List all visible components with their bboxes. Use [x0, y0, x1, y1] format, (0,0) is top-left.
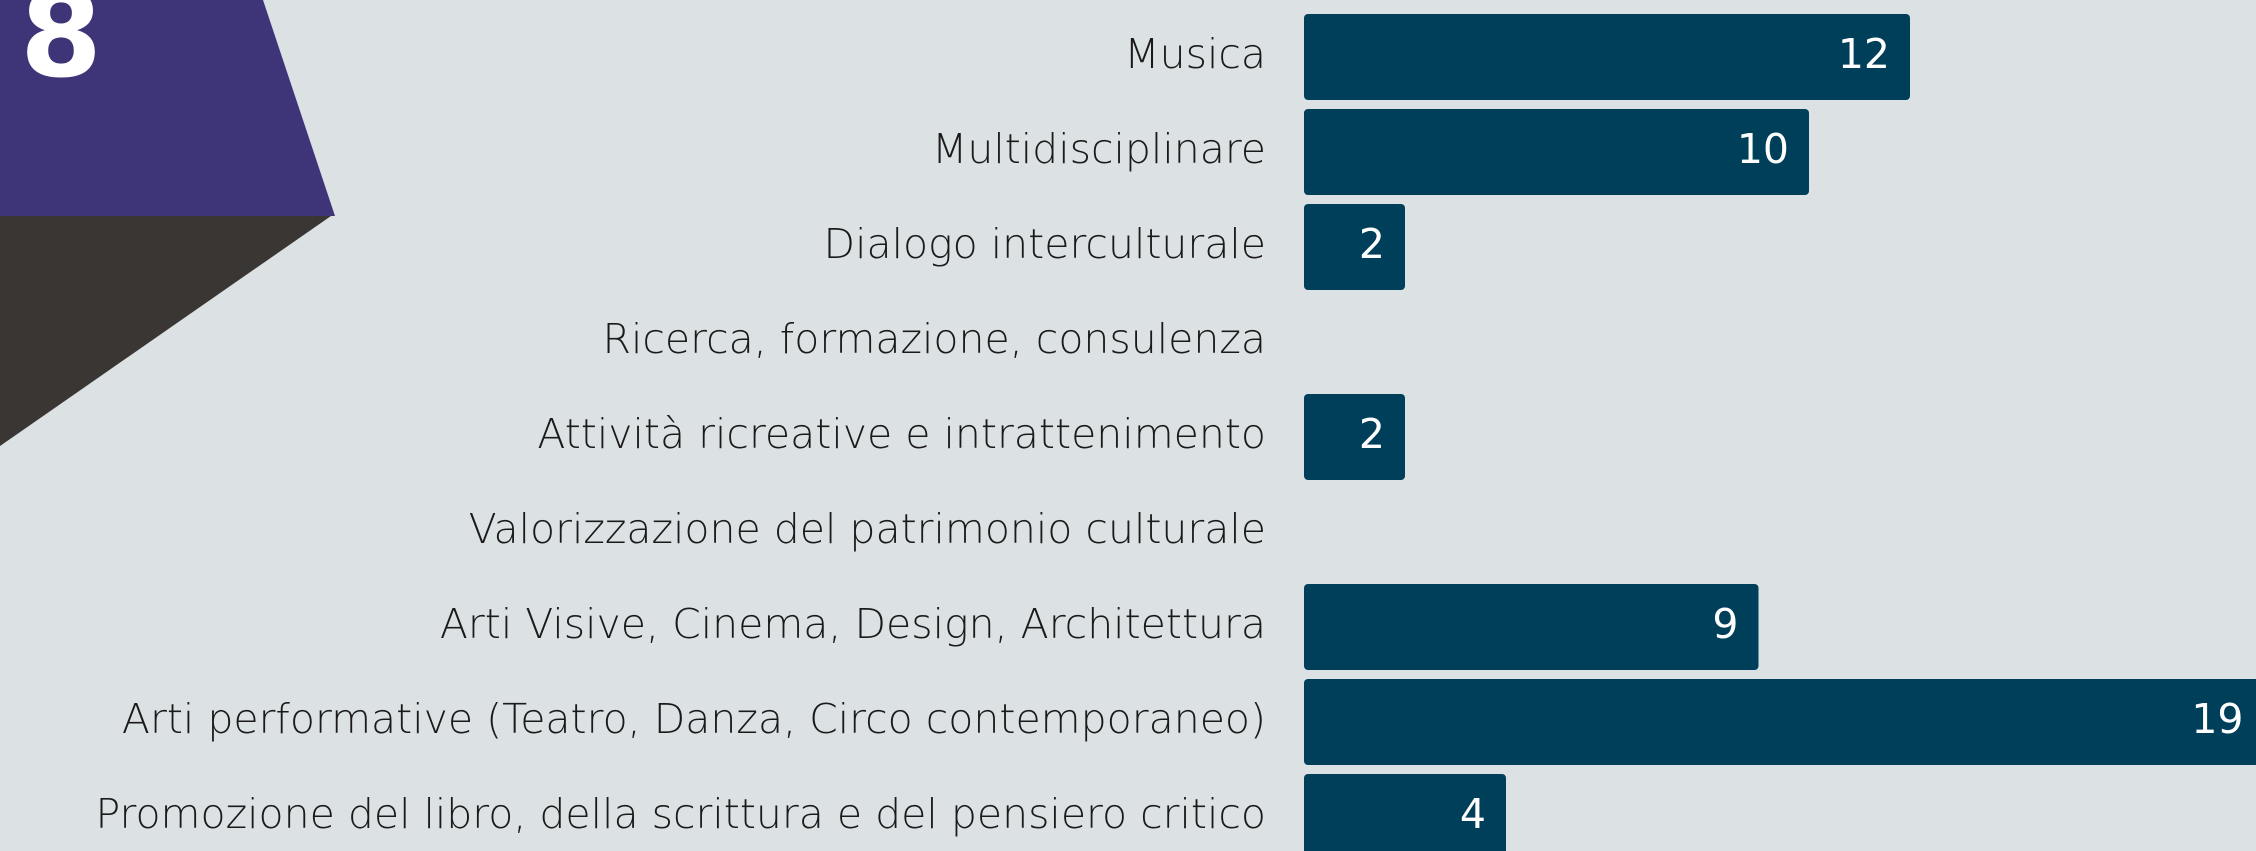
value-label: 10 [1737, 125, 1789, 173]
category-label: Promozione del libro, della scrittura e … [96, 790, 1266, 838]
category-label: Dialogo interculturale [824, 220, 1267, 268]
bar [1304, 584, 1759, 670]
badge-number: 8 [20, 0, 102, 104]
bar [1304, 204, 1405, 290]
value-label: 2 [1359, 220, 1385, 268]
value-label: 12 [1838, 30, 1890, 78]
category-label: Arti Visive, Cinema, Design, Architettur… [440, 600, 1266, 648]
bar [1304, 774, 1506, 851]
bar [1304, 109, 1809, 195]
category-label: Arti performative (Teatro, Danza, Circo … [122, 695, 1266, 743]
category-label: Valorizzazione del patrimonio culturale [469, 505, 1266, 553]
category-label: Multidisciplinare [932, 125, 1266, 173]
badge-shape [0, 0, 335, 216]
bar [1304, 394, 1405, 480]
category-label: Attività ricreative e intrattenimento [537, 410, 1266, 458]
category-label: Ricerca, formazione, consulenza [602, 315, 1266, 363]
value-label: 4 [1460, 790, 1486, 838]
value-label: 19 [2191, 695, 2243, 743]
bar [1304, 14, 1910, 100]
bar [1304, 679, 2256, 765]
badge-shadow [0, 216, 331, 446]
category-label: Musica [1124, 30, 1266, 78]
value-label: 9 [1712, 600, 1738, 648]
value-label: 2 [1359, 410, 1385, 458]
